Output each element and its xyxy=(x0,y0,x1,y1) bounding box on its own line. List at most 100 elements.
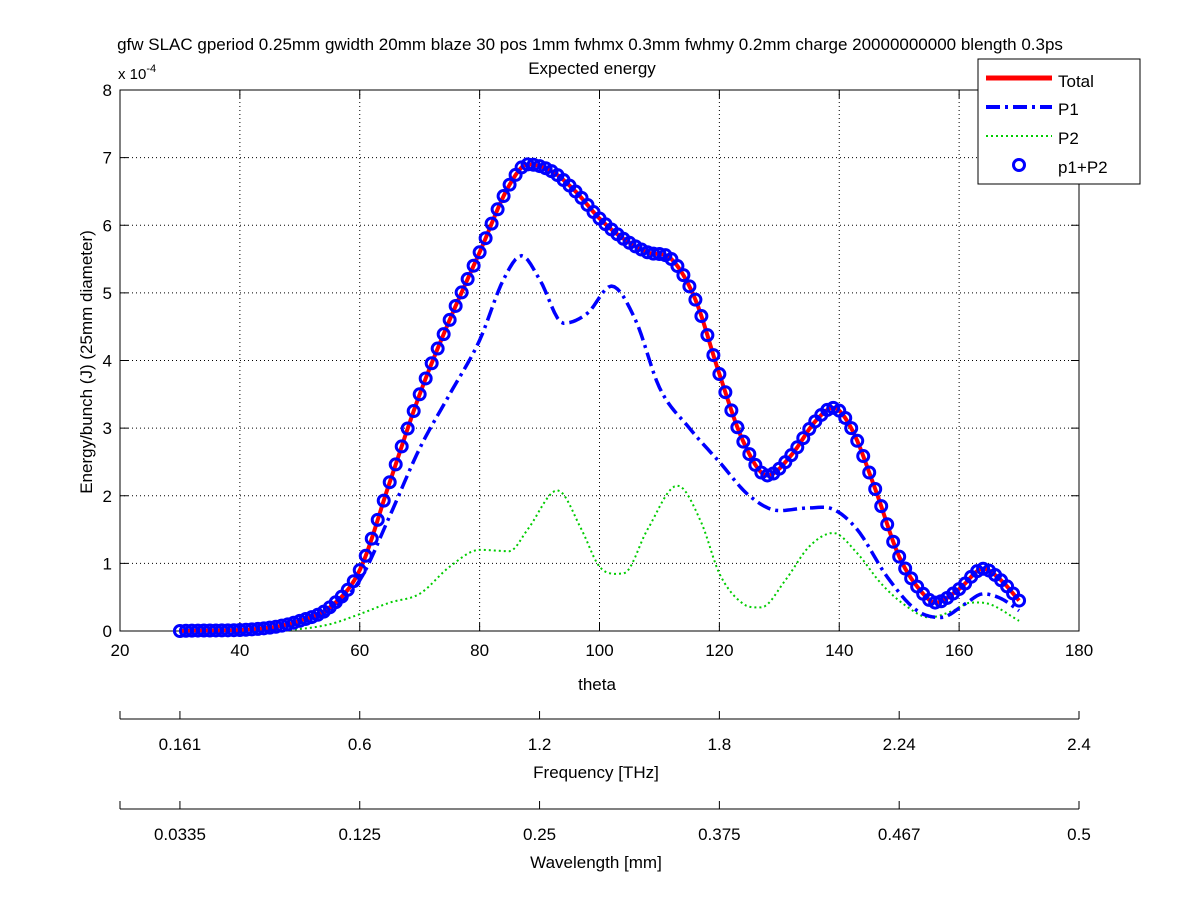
series-marker-p1p2 xyxy=(478,231,493,246)
x-tick-label: 100 xyxy=(585,641,613,660)
series-marker-p1p2 xyxy=(460,272,475,287)
x-tick-label: 80 xyxy=(470,641,489,660)
secondary-axis-tick-label: 0.25 xyxy=(523,825,556,844)
series-marker-p1p2 xyxy=(928,595,943,610)
series-marker-p1p2 xyxy=(676,268,691,283)
x-axis-label: theta xyxy=(578,675,616,694)
series-marker-p1p2 xyxy=(712,367,727,382)
series-marker-p1p2 xyxy=(526,157,541,172)
series-marker-p1p2 xyxy=(424,356,439,371)
series-marker-p1p2 xyxy=(862,465,877,480)
y-tick-label: 2 xyxy=(103,487,112,506)
secondary-axis-tick-label: 1.8 xyxy=(708,735,732,754)
series-marker-p1p2 xyxy=(892,549,907,564)
y-tick-label: 6 xyxy=(103,216,112,235)
series-marker-p1p2 xyxy=(394,439,409,454)
series-marker-p1p2 xyxy=(382,475,397,490)
chart-subtitle: Expected energy xyxy=(528,59,656,78)
series-marker-p1p2 xyxy=(736,434,751,449)
axis-ticks: 20 40 60 80 100 120 140 160 180 0 1 2 3 4 5 6 7 8 xyxy=(103,81,1094,660)
series-marker-p1p2 xyxy=(742,447,757,462)
series-marker-p1p2 xyxy=(412,387,427,402)
secondary-axis-tick-label: 0.6 xyxy=(348,735,372,754)
series-marker-p1p2 xyxy=(352,563,367,578)
series-marker-p1p2 xyxy=(700,328,715,343)
y-axis-label: Energy/bunch (J) (25mm diameter) xyxy=(77,230,96,494)
series-marker-p1p2 xyxy=(838,410,853,425)
series-marker-p1p2 xyxy=(484,216,499,231)
legend-label-total: Total xyxy=(1058,72,1094,91)
series-marker-p1p2 xyxy=(370,512,385,527)
series-marker-p1p2 xyxy=(274,618,289,633)
series-marker-p1p2 xyxy=(400,421,415,436)
series-marker-p1p2 xyxy=(388,457,403,472)
secondary-axis-tick-label: 0.375 xyxy=(698,825,741,844)
legend-label-p2: P2 xyxy=(1058,129,1079,148)
series-marker-p1p2 xyxy=(442,312,457,327)
y-multiplier-exponent: -4 xyxy=(146,63,156,75)
series-marker-p1p2 xyxy=(346,574,361,589)
legend-label-p1p2: p1+P2 xyxy=(1058,158,1108,177)
x-tick-label: 60 xyxy=(350,641,369,660)
secondary-axis-tick-label: 1.2 xyxy=(528,735,552,754)
secondary-axis-label: Frequency [THz] xyxy=(533,763,659,782)
series-marker-p1p2 xyxy=(718,385,733,400)
series-marker-p1p2 xyxy=(652,246,667,261)
secondary-axis-tick-label: 0.125 xyxy=(338,825,381,844)
chart-title: gfw SLAC gperiod 0.25mm gwidth 20mm blaz… xyxy=(117,35,1063,54)
secondary-axis-tick-label: 0.0335 xyxy=(154,825,206,844)
series-marker-p1p2 xyxy=(430,341,445,356)
x-tick-label: 160 xyxy=(945,641,973,660)
series-marker-p1p2 xyxy=(790,440,805,455)
series-marker-p1p2 xyxy=(454,285,469,300)
secondary-axes: 0.161 0.6 1.2 1.8 2.24 2.4 Frequency [THz] 0.03… xyxy=(119,711,1091,872)
secondary-axis-tick-label: 2.24 xyxy=(883,735,916,754)
series-marker-p1p2 xyxy=(898,561,913,576)
x-tick-label: 140 xyxy=(825,641,853,660)
series-marker-p1p2 xyxy=(448,298,463,313)
x-tick-label: 180 xyxy=(1065,641,1093,660)
legend-swatch-p1p2 xyxy=(1012,158,1026,172)
series-marker-p1p2 xyxy=(364,531,379,546)
x-tick-label: 120 xyxy=(705,641,733,660)
y-tick-label: 7 xyxy=(103,149,112,168)
legend-label-p1: P1 xyxy=(1058,100,1079,119)
y-multiplier: x 10-4 xyxy=(118,63,156,83)
series-marker-p1p2 xyxy=(976,561,991,576)
y-tick-label: 8 xyxy=(103,81,112,100)
x-tick-label: 20 xyxy=(111,641,130,660)
series-marker-p1p2 xyxy=(844,421,859,436)
legend: Total P1 P2 p1+P2 xyxy=(977,58,1141,185)
series-marker-p1p2 xyxy=(286,615,301,630)
series-marker-p1p2 xyxy=(874,499,889,514)
y-tick-label: 3 xyxy=(103,419,112,438)
data-series xyxy=(172,157,1027,638)
series-marker-p1p2 xyxy=(868,481,883,496)
x-tick-label: 40 xyxy=(230,641,249,660)
secondary-axis-tick-label: 0.467 xyxy=(878,825,921,844)
legend-box xyxy=(977,58,1141,185)
series-marker-p1p2 xyxy=(358,548,373,563)
series-marker-p1p2 xyxy=(496,189,511,204)
secondary-axis-tick-label: 2.4 xyxy=(1067,735,1091,754)
grid-lines xyxy=(120,90,1079,631)
series-marker-p1p2 xyxy=(850,433,865,448)
y-tick-label: 4 xyxy=(103,352,112,371)
y-tick-label: 0 xyxy=(103,622,112,641)
series-marker-p1p2 xyxy=(376,493,391,508)
series-marker-p1p2 xyxy=(856,449,871,464)
series-marker-p1p2 xyxy=(466,258,481,273)
series-marker-p1p2 xyxy=(472,245,487,260)
series-marker-p1p2 xyxy=(436,327,451,342)
secondary-axis-tick-label: 0.5 xyxy=(1067,825,1091,844)
series-marker-p1p2 xyxy=(886,534,901,549)
series-line-p2 xyxy=(179,484,1020,632)
y-tick-label: 5 xyxy=(103,284,112,303)
series-marker-p1p2 xyxy=(706,348,721,363)
secondary-axis-tick-label: 0.161 xyxy=(159,735,202,754)
series-marker-p1p2 xyxy=(724,403,739,418)
series-marker-p1p2 xyxy=(880,517,895,532)
series-marker-p1p2 xyxy=(1012,593,1027,608)
plot-area-frame xyxy=(119,89,1080,632)
